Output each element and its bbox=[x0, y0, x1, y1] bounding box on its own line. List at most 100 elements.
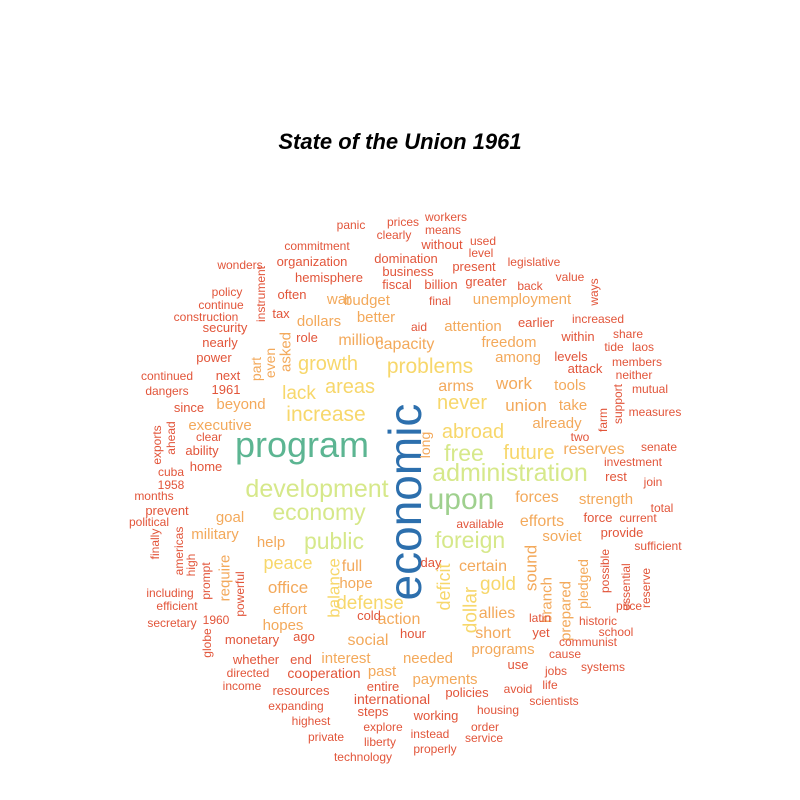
word-rest: rest bbox=[605, 469, 627, 484]
word-1961: 1961 bbox=[212, 382, 241, 397]
word-mutual: mutual bbox=[632, 382, 668, 396]
word-hour: hour bbox=[400, 626, 427, 641]
word-often: often bbox=[278, 287, 307, 302]
word-prompt: prompt bbox=[199, 562, 213, 600]
word-life: life bbox=[542, 678, 558, 692]
word-directed: directed bbox=[227, 666, 270, 680]
word-instrument: instrument bbox=[254, 265, 268, 322]
word-two: two bbox=[571, 430, 590, 444]
word-ability: ability bbox=[185, 443, 219, 458]
word-deficit: deficit bbox=[434, 563, 454, 610]
word-force: force bbox=[584, 510, 613, 525]
word-highest: highest bbox=[292, 714, 331, 728]
word-areas: areas bbox=[325, 376, 375, 398]
word-hemisphere: hemisphere bbox=[295, 270, 363, 285]
word-technology: technology bbox=[334, 750, 392, 764]
word-scientists: scientists bbox=[529, 694, 578, 708]
chart-title: State of the Union 1961 bbox=[278, 129, 521, 154]
word-value: value bbox=[556, 270, 585, 284]
word-certain: certain bbox=[459, 558, 507, 575]
word-union: union bbox=[505, 396, 547, 415]
word-back: back bbox=[517, 279, 543, 293]
word-help: help bbox=[257, 534, 285, 551]
word-even: even bbox=[262, 348, 278, 378]
word-secretary: secretary bbox=[147, 616, 196, 630]
word-cuba: cuba bbox=[158, 465, 184, 479]
word-future: future bbox=[503, 442, 554, 464]
word-share: share bbox=[613, 327, 643, 341]
word-working: working bbox=[413, 708, 459, 723]
word-ago: ago bbox=[293, 629, 315, 644]
word-including: including bbox=[146, 586, 193, 600]
word-long: long bbox=[417, 432, 433, 458]
word-neither: neither bbox=[616, 368, 653, 382]
word-increased: increased bbox=[572, 312, 624, 326]
word-peace: peace bbox=[263, 553, 312, 573]
word-levels: levels bbox=[554, 349, 588, 364]
word-exports: exports bbox=[150, 425, 164, 464]
word-increase: increase bbox=[286, 403, 365, 426]
word-problems: problems bbox=[387, 355, 473, 378]
word-growth: growth bbox=[298, 353, 358, 375]
word-continued: continued bbox=[141, 369, 193, 383]
word-beyond: beyond bbox=[216, 396, 265, 413]
word-political: political bbox=[129, 515, 169, 529]
word-globe: globe bbox=[200, 628, 214, 658]
word-prepared: prepared bbox=[558, 581, 575, 641]
word-jobs: jobs bbox=[544, 664, 567, 678]
word-explore: explore bbox=[363, 720, 403, 734]
word-dangers: dangers bbox=[145, 384, 188, 398]
word-never: never bbox=[437, 392, 487, 414]
word-role: role bbox=[296, 330, 318, 345]
word-efficient: efficient bbox=[156, 599, 198, 613]
word-join: join bbox=[643, 475, 663, 489]
word-next: next bbox=[216, 368, 241, 383]
word-arms: arms bbox=[438, 378, 474, 395]
word-attention: attention bbox=[444, 318, 502, 335]
word-require: require bbox=[217, 555, 234, 602]
word-finally: finally bbox=[148, 529, 162, 560]
word-whether: whether bbox=[232, 652, 280, 667]
word-economy: economy bbox=[272, 499, 366, 525]
word-resources: resources bbox=[272, 683, 330, 698]
word-work: work bbox=[495, 374, 532, 393]
word-policy: policy bbox=[212, 285, 243, 299]
word-among: among bbox=[495, 349, 541, 366]
word-day: day bbox=[421, 555, 442, 570]
word-farm: farm bbox=[596, 408, 610, 432]
word-historic: historic bbox=[579, 614, 617, 628]
word-goal: goal bbox=[216, 509, 244, 526]
word-billion: billion bbox=[424, 277, 457, 292]
word-tax: tax bbox=[272, 306, 290, 321]
word-avoid: avoid bbox=[504, 682, 533, 696]
word-steps: steps bbox=[357, 704, 389, 719]
word-free: free bbox=[444, 440, 484, 466]
word-short: short bbox=[475, 625, 511, 642]
word-policies: policies bbox=[445, 685, 489, 700]
word-fiscal: fiscal bbox=[382, 277, 412, 292]
word-public: public bbox=[304, 528, 364, 554]
word-investment: investment bbox=[604, 455, 663, 469]
word-essential: essential bbox=[619, 563, 633, 610]
word-greater: greater bbox=[465, 274, 507, 289]
word-clearly: clearly bbox=[377, 228, 412, 242]
word-program: program bbox=[235, 424, 369, 465]
word-unemployment: unemployment bbox=[473, 291, 572, 308]
word-construction: construction bbox=[174, 310, 239, 324]
word-use: use bbox=[508, 657, 529, 672]
word-office: office bbox=[268, 578, 308, 597]
word-hope: hope bbox=[339, 575, 372, 592]
word-final: final bbox=[429, 294, 451, 308]
word-forces: forces bbox=[515, 489, 559, 506]
word-yet: yet bbox=[532, 625, 550, 640]
word-programs: programs bbox=[471, 641, 534, 658]
word-reserve: reserve bbox=[639, 568, 653, 608]
word-dollars: dollars bbox=[297, 313, 341, 330]
word-workers: workers bbox=[424, 210, 467, 224]
word-1960: 1960 bbox=[203, 613, 230, 627]
word-commitment: commitment bbox=[284, 239, 350, 253]
word-war: war bbox=[326, 291, 351, 308]
word-military: military bbox=[191, 526, 239, 543]
word-allies: allies bbox=[479, 605, 515, 622]
